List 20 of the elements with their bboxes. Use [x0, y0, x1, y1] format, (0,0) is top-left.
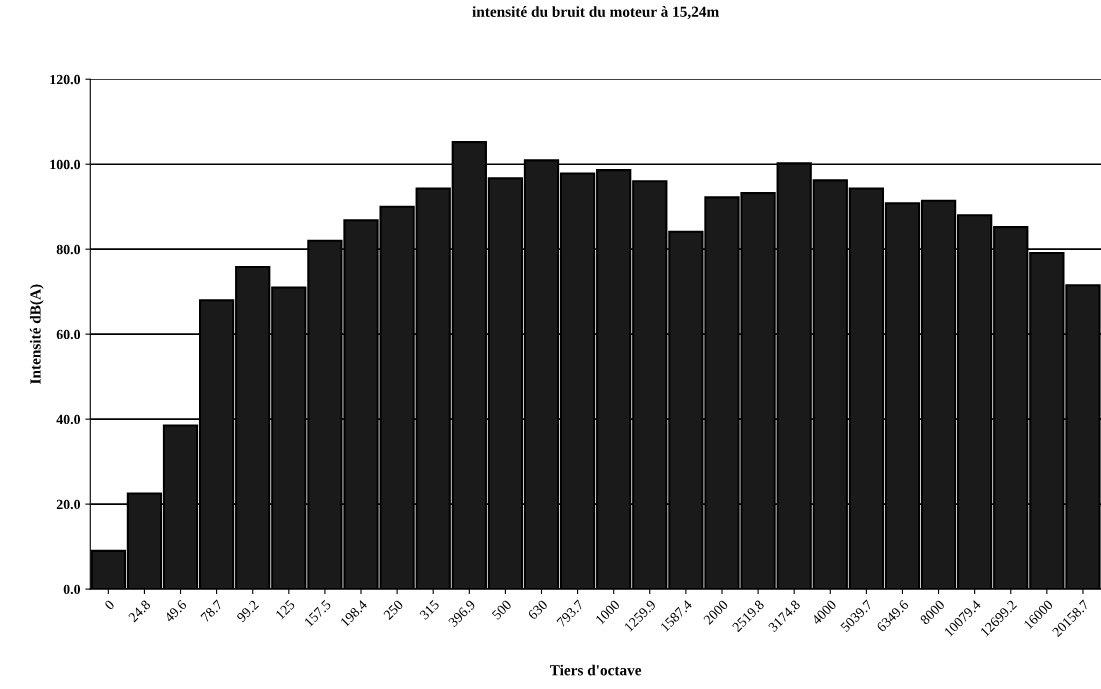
x-tick-label: 78.7: [200, 599, 224, 623]
y-tick-label: 120.0: [50, 74, 81, 85]
x-tick-label: 49.6: [163, 599, 188, 623]
y-tick-label: 40.0: [56, 414, 81, 425]
y-tick-label: 60.0: [56, 329, 81, 340]
y-tick-label: 100.0: [50, 159, 81, 170]
x-tick-label: 315: [419, 599, 440, 620]
y-tick-label: 0.0: [63, 584, 81, 595]
y-tick-label: 80.0: [56, 244, 81, 255]
y-tick-label: 20.0: [56, 499, 81, 510]
x-tick-label: 250: [383, 599, 404, 621]
y-axis-title: Intensité dB(A): [29, 284, 44, 384]
x-tick-label: 99.2: [236, 599, 260, 623]
x-tick-label: 125: [275, 599, 296, 620]
chart-title: intensité du bruit du moteur à 15,24m: [472, 6, 719, 20]
x-tick-label: 24.8: [127, 599, 152, 623]
x-tick-label: 0: [104, 599, 115, 611]
x-axis-title: Tiers d'octave: [549, 664, 642, 676]
x-tick-label: 500: [491, 599, 512, 620]
x-tick-label: 630: [527, 599, 549, 621]
